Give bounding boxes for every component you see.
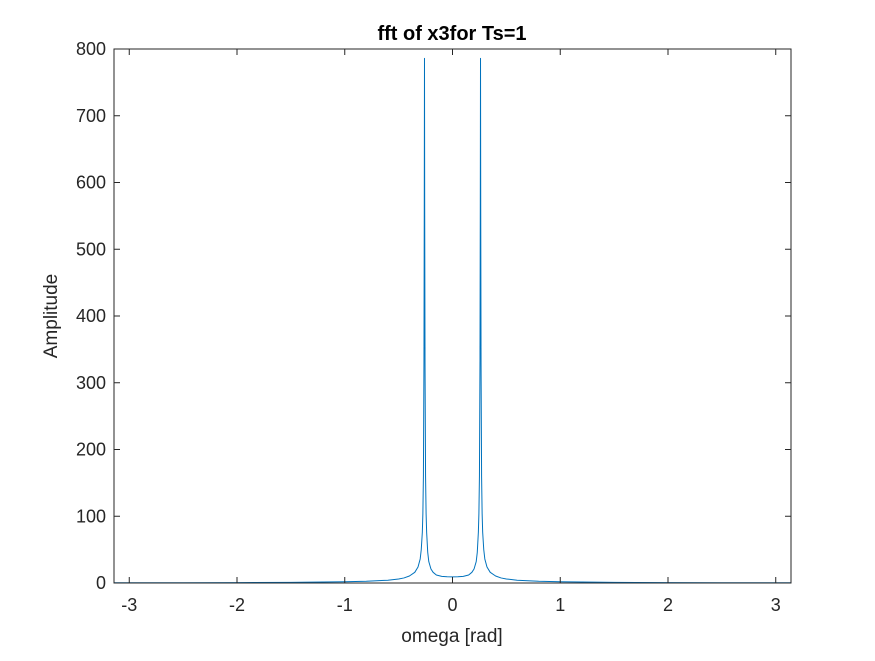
x-tick-label: 3 — [771, 595, 781, 615]
y-tick-label: 100 — [76, 506, 106, 526]
series-line-0 — [113, 57, 792, 584]
y-tick-label: 700 — [76, 106, 106, 126]
y-tick-label: 800 — [76, 39, 106, 59]
y-tick-label: 200 — [76, 440, 106, 460]
x-tick-label: 2 — [663, 595, 673, 615]
y-axis-label: Amplitude — [41, 274, 62, 359]
x-tick-label: 0 — [447, 595, 457, 615]
tick-labels-layer: -3 -2 -1 0 1 2 3 0 100 200 300 400 500 600 700 800 — [76, 39, 781, 615]
x-axis-label: omega [rad] — [401, 626, 502, 647]
x-tick-label: -2 — [229, 595, 245, 615]
x-tick-label: -1 — [337, 595, 353, 615]
x-tick-label: -3 — [121, 595, 137, 615]
ticks-layer — [114, 48, 791, 584]
plot-background — [114, 49, 791, 583]
y-tick-label: 300 — [76, 373, 106, 393]
series-layer — [113, 57, 792, 584]
y-tick-label: 400 — [76, 306, 106, 326]
x-tick-label: 1 — [555, 595, 565, 615]
axes-box — [113, 48, 792, 584]
y-tick-label: 600 — [76, 173, 106, 193]
chart-title: fft of x3for Ts=1 — [377, 23, 526, 45]
y-tick-label: 0 — [96, 573, 106, 593]
y-tick-label: 500 — [76, 239, 106, 259]
